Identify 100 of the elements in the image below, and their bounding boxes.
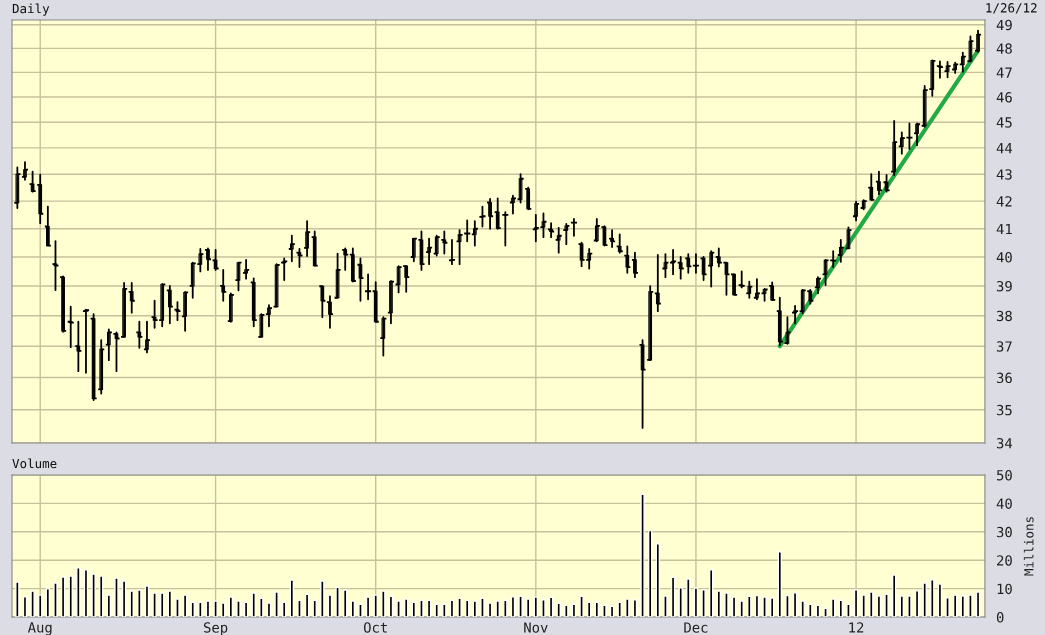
y-tick-label: 40 (996, 251, 1012, 263)
bar (30, 590, 35, 618)
bar (945, 597, 950, 618)
bar (365, 596, 371, 618)
bar (617, 601, 622, 618)
bar (91, 573, 96, 618)
bar (60, 576, 66, 618)
bar (160, 592, 165, 618)
bar (480, 597, 485, 618)
bar (190, 601, 195, 618)
bar (121, 580, 127, 618)
bar (342, 589, 348, 618)
bar (236, 600, 241, 618)
y-tick-label: 38 (996, 310, 1012, 322)
bar (853, 589, 859, 618)
x-tick-label: 12 (849, 622, 864, 633)
x-tick-label: Dec (684, 622, 708, 633)
bar (220, 602, 226, 618)
y-tick-label: 39 (996, 280, 1012, 292)
bar (495, 600, 500, 618)
x-tick-label: Sep (203, 622, 228, 635)
bar (884, 593, 889, 618)
bar (129, 590, 134, 618)
bar (968, 594, 973, 618)
bar (762, 596, 767, 618)
y-tick-label: 50 (996, 469, 1012, 481)
bar (205, 600, 211, 618)
bar (602, 604, 607, 618)
bar (22, 596, 28, 618)
bar (937, 583, 943, 618)
y-tick-label: 30 (996, 526, 1012, 538)
bar (38, 594, 43, 618)
bar (922, 582, 927, 618)
y-tick-label: 37 (996, 341, 1012, 352)
bar (823, 607, 828, 618)
bar (15, 581, 20, 618)
bar (419, 599, 424, 618)
bar (442, 603, 447, 618)
bar (930, 579, 935, 618)
y-tick-label: 44 (996, 143, 1013, 154)
bar (724, 592, 729, 618)
bar (808, 603, 813, 618)
bar (266, 602, 272, 618)
bar (869, 591, 874, 618)
bar (975, 591, 981, 618)
y-tick-label: 0 (996, 612, 1004, 623)
y-tick-label: 36 (996, 372, 1012, 384)
bar (800, 600, 805, 618)
bar (861, 594, 866, 618)
y-tick-label: 43 (996, 169, 1012, 180)
y-tick-label: 10 (997, 583, 1012, 595)
y-tick-label: 20 (997, 555, 1012, 566)
bar (327, 594, 333, 618)
bar (754, 594, 760, 618)
bar (670, 576, 676, 618)
bar (289, 579, 295, 618)
bar (564, 604, 569, 618)
bar (777, 550, 783, 618)
y-tick-label: 46 (996, 92, 1012, 103)
bar (411, 601, 417, 618)
bar (434, 603, 439, 618)
bar (739, 600, 744, 618)
bar (297, 599, 302, 618)
bar (144, 585, 150, 618)
bar (457, 597, 462, 618)
bar (175, 598, 180, 618)
x-tick-label: Oct (363, 622, 387, 633)
y-tick-label: 35 (996, 404, 1012, 416)
bar (907, 595, 912, 618)
bar (358, 603, 363, 618)
bar (403, 598, 409, 618)
x-tick-label: Nov (524, 622, 548, 633)
bar (792, 592, 798, 618)
bar (899, 595, 905, 618)
bar (830, 598, 836, 618)
y-tick-label: 40 (996, 498, 1012, 509)
bar (304, 593, 310, 618)
bar (373, 594, 378, 618)
bar (876, 595, 882, 618)
bar (76, 567, 81, 618)
bar (106, 594, 112, 618)
bar (281, 601, 287, 618)
bar (952, 594, 958, 618)
bar (609, 605, 615, 618)
bar (579, 595, 584, 618)
bar (152, 592, 157, 618)
bar (533, 596, 539, 618)
text: 1/26/12 (986, 3, 1037, 14)
bar (541, 599, 546, 618)
bar (381, 590, 386, 618)
bar (472, 600, 478, 618)
bar (68, 575, 73, 618)
bar (137, 589, 142, 618)
y-tick-label: 42 (996, 196, 1012, 207)
bar (632, 599, 638, 618)
bar (663, 595, 668, 618)
bar (960, 595, 966, 618)
bar (388, 595, 394, 618)
chart-title: Volume (12, 458, 57, 469)
bar (251, 592, 256, 618)
